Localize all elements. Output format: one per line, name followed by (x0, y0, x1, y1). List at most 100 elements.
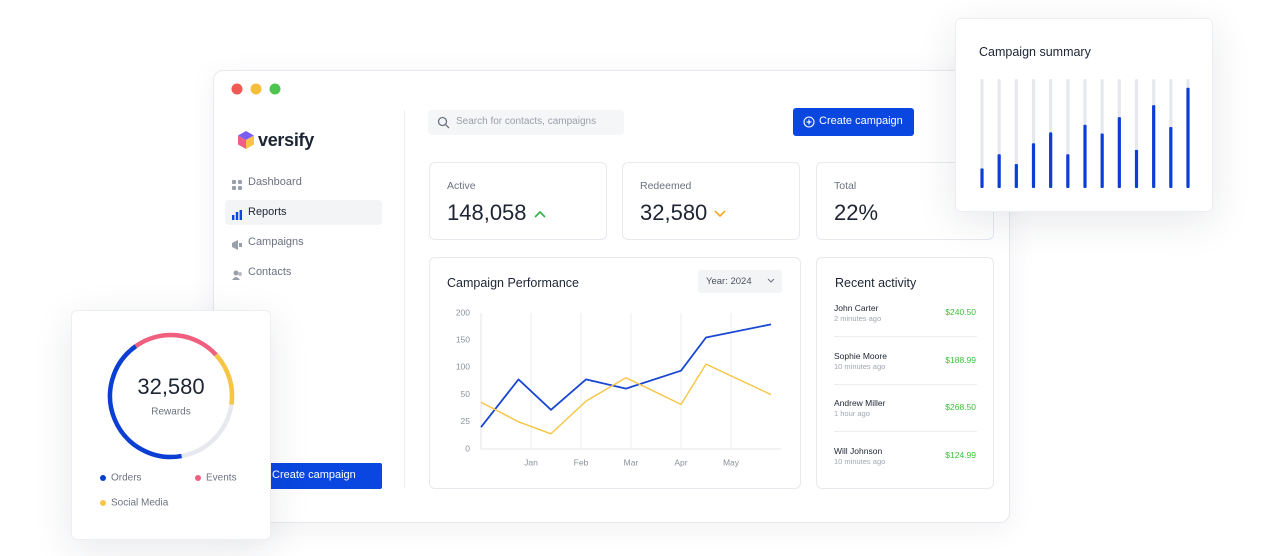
x-tick-label: May (723, 457, 740, 467)
bar (1134, 149, 1139, 188)
stat-label: Redeemed (640, 180, 692, 192)
bar (1100, 133, 1104, 188)
bar (1014, 164, 1018, 188)
y-tick-label: 200 (456, 307, 470, 317)
summary-card: Campaign summary (955, 18, 1213, 212)
bar-chart (980, 79, 1190, 188)
search-placeholder: Search for contacts, campaigns (456, 116, 597, 127)
stat-value: 22% (834, 200, 879, 225)
activity-name: Sophie Moore (834, 350, 887, 361)
nav-icon (232, 237, 242, 250)
activity-name: Will Johnson (834, 445, 883, 456)
trend-down (714, 210, 726, 218)
activity-amount: $268.50 (945, 402, 976, 412)
nav-item[interactable]: Reports (248, 206, 287, 218)
donut-chart: 32,580 Rewards Orders Events Social Media (100, 332, 237, 509)
legend-swatch (100, 500, 106, 506)
bar (997, 154, 1001, 188)
legend-label: Orders (111, 473, 142, 484)
legend-label: Events (206, 473, 237, 484)
search-box[interactable] (428, 110, 624, 135)
activity-name: Andrew Miller (834, 398, 886, 408)
maximize-dot[interactable] (269, 83, 281, 95)
selector-chevron (767, 278, 775, 283)
close-dot[interactable] (231, 83, 243, 95)
activity-divider (834, 336, 977, 337)
x-tick-label: Feb (574, 457, 589, 467)
activity-time: 2 minutes ago (834, 314, 882, 323)
x-tick-label: Apr (674, 457, 687, 467)
y-tick-label: 0 (465, 443, 470, 453)
activity-card: Recent activity John Carter 2 minutes ago… (816, 257, 994, 489)
window-controls (231, 83, 281, 95)
donut-segment (214, 353, 235, 405)
donut-center-value: 32,580 (137, 374, 204, 399)
nav-item[interactable]: Campaigns (248, 236, 304, 248)
y-tick-label: 150 (456, 334, 470, 344)
search-icon (437, 116, 450, 129)
trend-up (533, 211, 546, 218)
bar (1186, 87, 1190, 188)
performance-card: Campaign Performance Year: 2024 0 25 50 100… (429, 257, 801, 489)
legend-swatch (100, 475, 106, 481)
bar-track (980, 79, 984, 188)
activity-title: Recent activity (835, 276, 917, 290)
activity-divider (834, 383, 977, 385)
stat-label: Active (447, 180, 476, 192)
line-series (480, 323, 772, 428)
create-campaign-label: Create campaign (819, 115, 903, 127)
bar (1066, 154, 1070, 188)
donut-segment (134, 332, 218, 357)
nav-icon (232, 207, 242, 220)
activity-divider (834, 431, 977, 432)
bar (1049, 132, 1053, 188)
sidebar-divider (404, 110, 405, 488)
sidebar-create-label: Create campaign (272, 469, 356, 481)
bar (1169, 126, 1173, 188)
bar (980, 168, 984, 188)
x-tick-label: Mar (624, 457, 639, 467)
stat-value: 32,580 (640, 202, 726, 224)
minimize-dot[interactable] (250, 83, 262, 95)
bar (1152, 105, 1156, 188)
donut-center-label: Rewards (151, 407, 190, 418)
plus-icon (803, 116, 815, 128)
activity-time: 1 hour ago (834, 409, 870, 418)
year-selector-label: Year: 2024 (706, 276, 752, 287)
stat-label: Total (834, 180, 857, 192)
line-series (480, 363, 772, 435)
bar-track (1014, 79, 1018, 188)
summary-title: Campaign summary (979, 45, 1091, 59)
bar (1083, 124, 1087, 188)
stat-card: Active 148,058 (429, 162, 607, 240)
activity-amount: $240.50 (945, 307, 976, 317)
nav-active-bg (225, 200, 382, 225)
legend-swatch (195, 475, 201, 481)
year-selector[interactable] (698, 270, 782, 293)
line-chart: 0 25 50 100 150 200 Jan Feb Mar Apr May (456, 307, 781, 467)
logo-icon (238, 131, 254, 149)
activity-name: John Carter (834, 303, 879, 313)
y-tick-label: 25 (461, 416, 471, 426)
stat-value: 148,058 (447, 202, 546, 224)
legend-label: Social Media (111, 498, 169, 509)
nav-item[interactable]: Dashboard (248, 176, 302, 188)
rewards-card: 32,580 Rewards Orders Events Social Media (71, 310, 271, 540)
stat-card: Redeemed 32,580 (622, 162, 800, 240)
nav-icon (232, 267, 242, 280)
create-campaign-button[interactable] (793, 108, 914, 136)
logo-text: versify (258, 130, 314, 150)
bar (1117, 117, 1121, 188)
activity-amount: $124.99 (945, 449, 976, 460)
donut-segment (107, 344, 182, 460)
x-tick-label: Jan (524, 457, 538, 467)
nav-item[interactable]: Contacts (248, 266, 292, 278)
activity-time: 10 minutes ago (834, 456, 886, 466)
performance-title: Campaign Performance (447, 276, 580, 290)
activity-time: 10 minutes ago (834, 361, 886, 371)
nav-icon (232, 177, 242, 190)
y-tick-label: 50 (461, 389, 471, 399)
y-tick-label: 100 (456, 362, 470, 372)
